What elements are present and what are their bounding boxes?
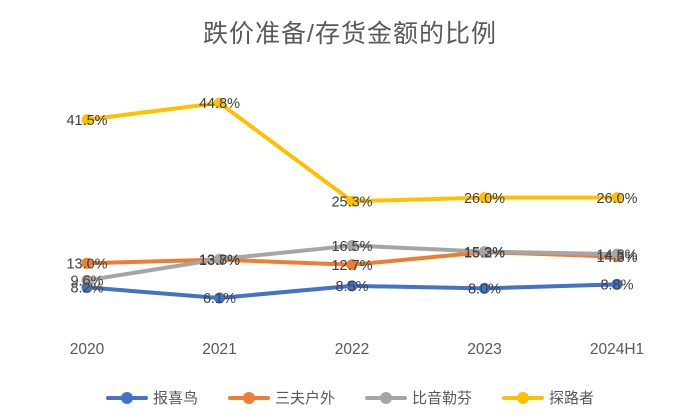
data-label: 14.3% bbox=[596, 250, 637, 266]
data-label: 26.0% bbox=[464, 191, 505, 207]
data-point-marker bbox=[81, 114, 93, 126]
legend: 报喜鸟 三夫户外 比音勒芬 探路者 bbox=[0, 387, 700, 408]
data-label: 8.0% bbox=[468, 282, 501, 298]
legend-dot-icon bbox=[242, 391, 255, 404]
data-label: 14.8% bbox=[596, 247, 637, 263]
data-point-marker bbox=[611, 192, 623, 204]
data-point-marker bbox=[346, 195, 358, 207]
legend-label: 三夫户外 bbox=[274, 390, 335, 407]
category-label-2020: 2020 bbox=[70, 341, 105, 358]
data-point-marker bbox=[611, 248, 623, 260]
data-label: 26.0% bbox=[596, 191, 637, 207]
legend-dot-icon bbox=[517, 391, 530, 404]
category-label-2021: 2021 bbox=[202, 341, 236, 358]
legend-line-marker-icon bbox=[227, 391, 270, 404]
category-label-2023: 2023 bbox=[467, 341, 501, 358]
legend-item-三夫户外: 三夫户外 bbox=[227, 387, 335, 408]
data-point-marker bbox=[214, 292, 225, 304]
data-label: 6.1% bbox=[203, 291, 236, 307]
legend-line-marker-icon bbox=[365, 391, 407, 404]
data-label: 8.8% bbox=[600, 278, 633, 294]
data-point-marker bbox=[214, 97, 225, 109]
data-label: 25.3% bbox=[331, 194, 372, 210]
data-label: 12.7% bbox=[331, 258, 372, 274]
legend-item-探路者: 探路者 bbox=[502, 387, 594, 408]
data-point-marker bbox=[479, 246, 490, 258]
data-point-marker bbox=[611, 278, 623, 290]
data-label: 13.7% bbox=[199, 253, 240, 269]
data-label: 8.2% bbox=[70, 281, 103, 297]
data-label: 16.5% bbox=[331, 239, 372, 255]
category-label-2024H1: 2024H1 bbox=[590, 341, 644, 358]
data-point-marker bbox=[346, 240, 358, 252]
legend-line-marker-icon bbox=[105, 391, 148, 404]
data-point-marker bbox=[479, 192, 490, 204]
data-point-marker bbox=[214, 253, 225, 265]
data-point-marker bbox=[81, 274, 93, 286]
data-label: 44.8% bbox=[199, 96, 240, 112]
data-label: 13.8% bbox=[199, 252, 240, 268]
data-label: 41.5% bbox=[66, 113, 107, 129]
legend-item-比音勒芬: 比音勒芬 bbox=[365, 387, 472, 408]
data-point-marker bbox=[346, 259, 358, 271]
series-line-探路者 bbox=[85, 100, 619, 204]
data-point-marker bbox=[346, 280, 358, 292]
legend-dot-icon bbox=[120, 391, 133, 404]
data-label: 9.6% bbox=[70, 274, 103, 290]
chart-title: 跌价准备/存货金额的比例 bbox=[203, 20, 497, 48]
category-label-2022: 2022 bbox=[335, 341, 369, 358]
data-point-marker bbox=[81, 257, 93, 269]
legend-label: 报喜鸟 bbox=[152, 390, 198, 407]
legend-dot-icon bbox=[380, 391, 392, 404]
data-label: 15.2% bbox=[464, 245, 505, 261]
legend-label: 比音勒芬 bbox=[412, 390, 473, 407]
data-label: 8.5% bbox=[335, 279, 368, 295]
legend-item-报喜鸟: 报喜鸟 bbox=[105, 387, 198, 408]
data-label: 15.3% bbox=[464, 245, 505, 261]
data-label: 13.0% bbox=[66, 256, 107, 272]
data-point-marker bbox=[479, 282, 490, 294]
legend-line-marker-icon bbox=[502, 391, 545, 404]
legend-label: 探路者 bbox=[549, 390, 595, 407]
